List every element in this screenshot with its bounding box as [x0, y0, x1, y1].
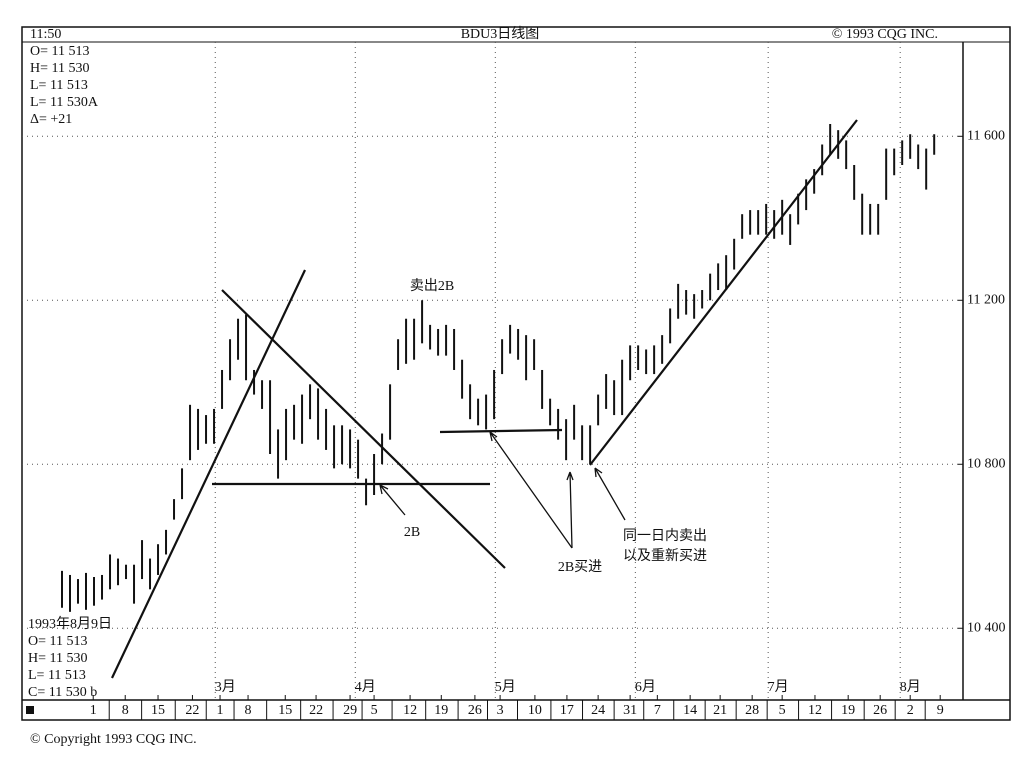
trendline — [589, 119, 858, 466]
y-tick-label: 10 800 — [967, 456, 1006, 471]
y-tick-label: 11 600 — [967, 129, 1005, 144]
info-line: L= 11 513 — [30, 78, 88, 93]
month-label: 5月 — [495, 679, 516, 695]
x-tick-label: 31 — [623, 703, 637, 718]
x-tick-label: 15 — [278, 703, 292, 718]
month-label: 8月 — [900, 679, 921, 695]
month-label: 3月 — [215, 679, 236, 695]
month-label: 7月 — [768, 679, 789, 695]
info-line: L= 11 513 — [28, 668, 86, 683]
annotation: 2B买进 — [558, 559, 602, 575]
x-tick-label: 1 — [217, 703, 224, 718]
x-tick-label: 12 — [808, 703, 822, 718]
y-tick-label: 11 200 — [967, 292, 1005, 307]
corner-square — [26, 706, 34, 714]
x-tick-label: 10 — [528, 703, 542, 718]
x-tick-label: 19 — [434, 703, 448, 718]
x-tick-label: 8 — [245, 703, 252, 718]
info-line: O= 11 513 — [30, 44, 90, 59]
info-line: O= 11 513 — [28, 634, 88, 649]
info-line: 1993年8月9日 — [28, 616, 112, 632]
y-tick-label: 10 400 — [967, 620, 1006, 635]
x-tick-label: 29 — [343, 703, 357, 718]
arrow — [566, 471, 574, 549]
arrow — [594, 467, 626, 521]
x-tick-label: 22 — [309, 703, 323, 718]
trendline — [221, 289, 506, 569]
info-line: L= 11 530A — [30, 95, 99, 110]
x-tick-label: 21 — [713, 703, 727, 718]
annotation: 卖出2B — [410, 278, 454, 294]
x-tick-label: 1 — [90, 703, 97, 718]
x-tick-label: 5 — [779, 703, 786, 718]
outer-frame — [21, 26, 1011, 721]
header-copyright: © 1993 CQG INC. — [832, 27, 938, 42]
x-tick-label: 3 — [497, 703, 504, 718]
x-tick-label: 8 — [122, 703, 129, 718]
x-tick-label: 5 — [371, 703, 378, 718]
header-time: 11:50 — [30, 27, 61, 42]
x-tick-label: 28 — [745, 703, 759, 718]
x-tick-label: 14 — [683, 703, 697, 718]
arrow — [379, 484, 406, 516]
x-tick-label: 19 — [841, 703, 855, 718]
x-tick-label: 26 — [468, 703, 482, 718]
month-label: 6月 — [635, 679, 656, 695]
arrow — [489, 431, 573, 549]
info-line: H= 11 530 — [28, 651, 88, 666]
annotation: 同一日内卖出 — [623, 528, 707, 544]
x-tick-label: 2 — [907, 703, 914, 718]
chart-title: BDU3日线图 — [461, 26, 540, 42]
x-tick-label: 12 — [403, 703, 417, 718]
x-tick-label: 17 — [560, 703, 574, 718]
annotation: 2B — [404, 525, 420, 540]
annotations-layer: 卖出2B 2B 2B买进 同一日内卖出 以及重新买进 — [111, 119, 858, 679]
info-line: Δ= +21 — [30, 112, 72, 127]
x-tick-label: 22 — [185, 703, 199, 718]
info-line: H= 11 530 — [30, 61, 90, 76]
x-tick-label: 15 — [151, 703, 165, 718]
trendline — [439, 428, 563, 434]
info-line: C= 11 530 b — [28, 685, 97, 700]
x-tick-label: 26 — [873, 703, 887, 718]
trendline — [111, 269, 306, 679]
month-label: 4月 — [355, 679, 376, 695]
footer: © Copyright 1993 CQG INC. — [30, 732, 197, 747]
x-tick-label: 7 — [654, 703, 661, 718]
x-tick-label: 24 — [591, 703, 605, 718]
x-tick-label: 9 — [937, 703, 944, 718]
annotation: 以及重新买进 — [623, 548, 707, 564]
